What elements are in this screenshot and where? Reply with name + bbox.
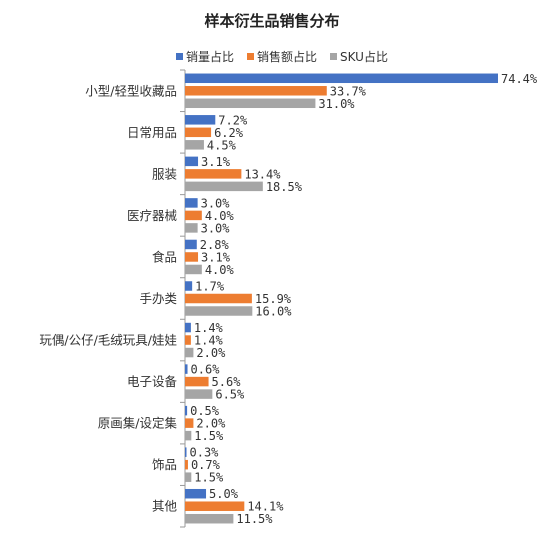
bar bbox=[185, 376, 209, 387]
data-label: 16.0% bbox=[255, 305, 292, 319]
category-label: 原画集/设定集 bbox=[98, 416, 178, 431]
data-label: 7.2% bbox=[218, 113, 248, 127]
category-label: 小型/轻型收藏品 bbox=[85, 83, 177, 98]
data-label: 15.9% bbox=[255, 292, 292, 306]
data-label: 6.5% bbox=[215, 388, 245, 402]
bar bbox=[185, 472, 192, 482]
bar bbox=[185, 239, 197, 250]
bar bbox=[185, 223, 198, 233]
bar bbox=[185, 264, 202, 275]
category-label: 服装 bbox=[152, 166, 177, 181]
bar bbox=[185, 501, 245, 511]
data-label: 31.0% bbox=[318, 97, 355, 111]
bar bbox=[185, 364, 188, 374]
bar bbox=[185, 115, 216, 125]
legend: 销量占比 销售额占比 SKU占比 bbox=[176, 49, 388, 64]
data-label: 4.5% bbox=[207, 138, 237, 152]
bar bbox=[185, 73, 498, 84]
legend-swatch bbox=[330, 53, 337, 60]
data-label: 1.4% bbox=[194, 321, 224, 335]
data-label: 3.1% bbox=[201, 250, 231, 264]
data-label: 1.5% bbox=[194, 471, 224, 485]
bar bbox=[185, 306, 253, 316]
data-label: 0.6% bbox=[191, 363, 221, 377]
bar bbox=[185, 389, 213, 399]
legend-swatch bbox=[176, 53, 183, 60]
data-label: 11.5% bbox=[236, 512, 273, 526]
legend-label: 销量占比 bbox=[186, 49, 234, 64]
bar bbox=[185, 198, 198, 208]
data-label: 33.7% bbox=[330, 84, 367, 98]
bar bbox=[185, 335, 191, 345]
bar bbox=[185, 169, 242, 179]
category-label: 食品 bbox=[152, 249, 177, 264]
bar bbox=[185, 513, 234, 524]
data-label: 0.7% bbox=[191, 458, 221, 472]
data-label: 3.0% bbox=[201, 196, 231, 210]
bar bbox=[185, 86, 327, 96]
bar bbox=[185, 252, 199, 262]
data-label: 74.4% bbox=[501, 72, 538, 86]
bar bbox=[185, 488, 207, 499]
data-label: 4.0% bbox=[205, 209, 235, 223]
data-label: 3.1% bbox=[201, 155, 231, 169]
data-label: 6.2% bbox=[214, 126, 244, 140]
data-label: 1.7% bbox=[195, 280, 225, 294]
data-label: 3.0% bbox=[201, 221, 231, 235]
bar bbox=[185, 181, 263, 192]
legend-swatch bbox=[247, 53, 254, 60]
category-label: 电子设备 bbox=[127, 374, 178, 389]
bar bbox=[185, 447, 187, 457]
data-label: 2.8% bbox=[200, 238, 230, 252]
data-label: 4.0% bbox=[205, 263, 235, 277]
chart-title: 样本衍生品销售分布 bbox=[204, 12, 339, 30]
data-label: 0.5% bbox=[190, 404, 220, 418]
bar bbox=[185, 127, 212, 138]
y-axis-ticks bbox=[180, 69, 185, 528]
bar bbox=[185, 430, 192, 441]
bar bbox=[185, 405, 188, 416]
legend-label: SKU占比 bbox=[340, 49, 388, 64]
bars bbox=[185, 73, 498, 524]
bar bbox=[185, 322, 191, 333]
bar bbox=[185, 293, 252, 304]
bar bbox=[185, 210, 202, 221]
bar bbox=[185, 347, 194, 358]
category-labels: 小型/轻型收藏品日常用品服装医疗器械食品手办类玩偶/公仔/毛绒玩具/娃娃电子设备… bbox=[39, 83, 177, 513]
bar bbox=[185, 98, 316, 109]
data-labels: 74.4% 33.7%31.0% 7.2%6.2%4.5% 3.1% 13.4%18.5… bbox=[190, 72, 538, 526]
data-label: 1.5% bbox=[194, 429, 224, 443]
bar bbox=[185, 140, 204, 150]
category-label: 玩偶/公仔/毛绒玩具/娃娃 bbox=[39, 333, 177, 348]
data-label: 2.0% bbox=[196, 346, 226, 360]
category-label: 医疗器械 bbox=[127, 208, 178, 223]
category-label: 其他 bbox=[152, 499, 178, 514]
category-label: 饰品 bbox=[152, 457, 177, 472]
data-label: 5.0% bbox=[209, 487, 239, 501]
bar bbox=[185, 281, 193, 291]
data-label: 5.6% bbox=[212, 375, 242, 389]
category-label: 手办类 bbox=[139, 291, 177, 306]
data-label: 2.0% bbox=[196, 417, 226, 431]
data-label: 14.1% bbox=[247, 500, 284, 514]
data-label: 13.4% bbox=[244, 167, 281, 181]
bar bbox=[185, 156, 199, 167]
data-label: 0.3% bbox=[190, 446, 220, 460]
data-label: 18.5% bbox=[266, 180, 303, 194]
bar bbox=[185, 459, 188, 470]
category-label: 日常用品 bbox=[127, 125, 177, 140]
bar bbox=[185, 418, 194, 428]
data-label: 1.4% bbox=[194, 334, 224, 348]
legend-label: 销售额占比 bbox=[257, 49, 317, 64]
